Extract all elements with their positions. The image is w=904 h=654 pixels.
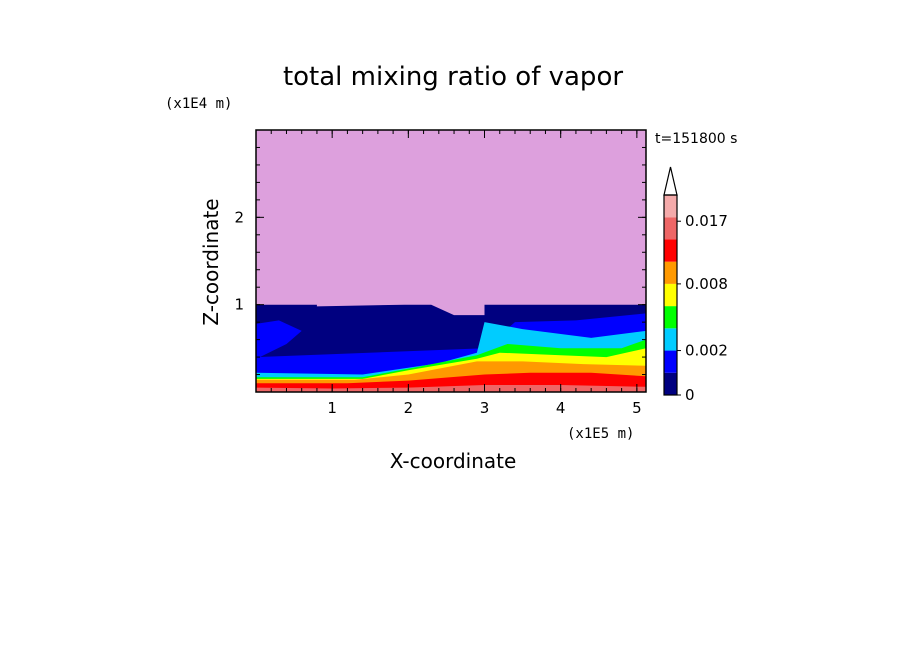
plot-frame bbox=[255, 129, 647, 393]
x-axis-unit: (x1E5 m) bbox=[567, 426, 634, 442]
colorbar-label-2: 0.008 bbox=[685, 275, 728, 293]
plot-area: 1 2 3 4 5 1 2 bbox=[234, 129, 647, 417]
colorbar-segment-0 bbox=[664, 372, 677, 395]
colorbar-label-3: 0.017 bbox=[685, 212, 728, 230]
colorbar-segment-4 bbox=[664, 283, 677, 307]
x-tick-label-0: 1 bbox=[327, 399, 337, 417]
colorbar-segment-2 bbox=[664, 328, 677, 351]
colorbar-segment-3 bbox=[664, 306, 677, 329]
colorbar-frame bbox=[663, 194, 678, 396]
x-tick-label-2: 3 bbox=[480, 399, 490, 417]
y-tick-label-1: 2 bbox=[234, 208, 244, 226]
colorbar-segment-6 bbox=[664, 239, 677, 262]
colorbar-overflow-triangle bbox=[663, 166, 678, 196]
colorbar: 0 0.002 0.008 0.017 bbox=[663, 166, 728, 404]
colorbar-segment-8 bbox=[664, 195, 677, 218]
chart-title: total mixing ratio of vapor bbox=[283, 62, 623, 92]
colorbar-segment-1 bbox=[664, 350, 677, 373]
colorbar-label-0: 0 bbox=[685, 386, 695, 404]
x-tick-label-1: 2 bbox=[404, 399, 414, 417]
y-axis-label: Z-coordinate bbox=[199, 198, 223, 325]
y-tick-label-0: 1 bbox=[234, 296, 244, 314]
y-axis-unit: (x1E4 m) bbox=[165, 96, 232, 112]
colorbar-label-1: 0.002 bbox=[685, 342, 728, 360]
x-tick-label-3: 4 bbox=[556, 399, 566, 417]
x-axis-label: X-coordinate bbox=[390, 449, 517, 473]
colorbar-segment-7 bbox=[664, 217, 677, 240]
colorbar-segment-5 bbox=[664, 261, 677, 284]
contour-band-7 bbox=[256, 385, 646, 392]
time-label: t=151800 s bbox=[655, 131, 737, 147]
x-tick-label-4: 5 bbox=[632, 399, 642, 417]
